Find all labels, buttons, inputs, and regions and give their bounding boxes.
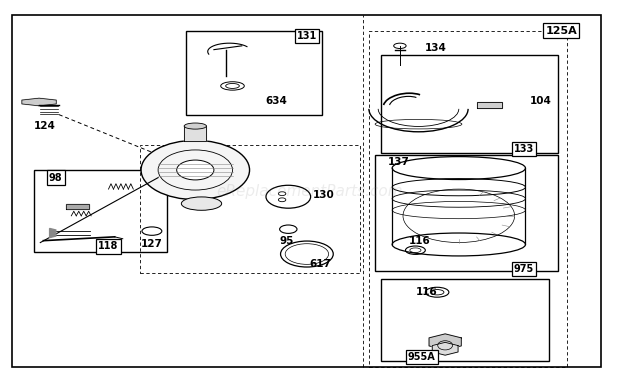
Text: 133: 133	[514, 144, 534, 154]
Polygon shape	[429, 334, 461, 350]
Bar	[34, 170, 167, 252]
Polygon shape	[184, 126, 206, 141]
Text: 98: 98	[49, 173, 63, 183]
Bar	[381, 55, 558, 153]
Text: eReplacementParts.com: eReplacementParts.com	[216, 183, 404, 199]
Text: 125A: 125A	[545, 26, 577, 36]
Bar	[186, 31, 322, 115]
Polygon shape	[477, 102, 502, 108]
Polygon shape	[50, 228, 56, 238]
Ellipse shape	[184, 123, 206, 129]
Bar	[140, 145, 360, 273]
Polygon shape	[432, 342, 458, 355]
Bar	[381, 279, 549, 361]
Ellipse shape	[181, 197, 222, 210]
Ellipse shape	[141, 141, 249, 199]
Text: 955A: 955A	[408, 352, 435, 362]
Text: 131: 131	[297, 31, 317, 41]
Text: 104: 104	[530, 96, 552, 106]
Ellipse shape	[177, 160, 214, 180]
Polygon shape	[22, 98, 56, 106]
Text: 137: 137	[388, 157, 409, 167]
Text: 118: 118	[99, 241, 118, 251]
Text: 134: 134	[425, 43, 446, 53]
Bar	[375, 155, 558, 271]
Text: 124: 124	[33, 121, 56, 131]
Text: 116: 116	[415, 287, 437, 297]
Bar	[369, 31, 567, 367]
Text: 116: 116	[409, 236, 431, 246]
Text: 617: 617	[309, 259, 332, 269]
Text: 95: 95	[279, 236, 294, 246]
Polygon shape	[66, 204, 89, 209]
Text: 634: 634	[265, 96, 287, 106]
Text: 127: 127	[141, 240, 163, 249]
Text: 130: 130	[313, 190, 335, 200]
Ellipse shape	[266, 185, 311, 208]
Text: 975: 975	[514, 264, 534, 274]
